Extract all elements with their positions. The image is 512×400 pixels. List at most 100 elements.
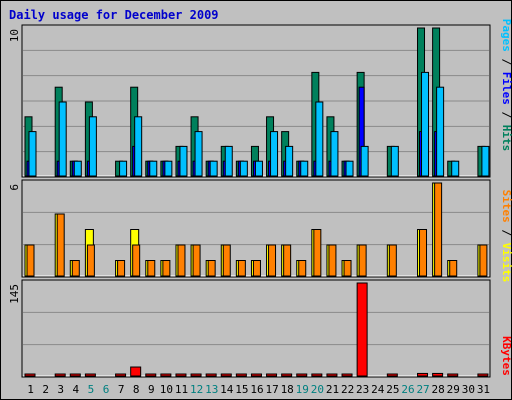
right-legend-kbytes: KBytes — [500, 336, 512, 376]
kbytes-bar — [326, 373, 338, 377]
kbytes-bar — [190, 373, 202, 377]
pages-bar — [360, 145, 369, 177]
sites-bar — [71, 260, 80, 277]
sites-bar — [222, 244, 231, 277]
kbytes-bar — [250, 373, 262, 377]
x-tick-label-day-27: 27 — [416, 383, 429, 396]
kbytes-bar — [69, 373, 81, 377]
pages-bar — [28, 131, 37, 177]
kbytes-bar — [205, 373, 217, 377]
sites-bar — [283, 244, 292, 277]
pages-bar — [315, 101, 324, 177]
x-tick-label-day-30: 30 — [462, 383, 475, 396]
sites-bar — [147, 260, 156, 277]
x-tick-label-day-5: 5 — [88, 383, 95, 396]
right-legend-visits-part: Sites — [500, 190, 512, 223]
sites-bar — [207, 260, 216, 277]
pages-bar — [58, 101, 67, 177]
kbytes-bar — [24, 373, 36, 377]
right-legend-hits-part: Pages — [500, 19, 512, 52]
sites-bar — [117, 260, 126, 277]
pages-bar — [179, 145, 188, 177]
x-tick-label-day-23: 23 — [356, 383, 369, 396]
pages-bar — [254, 160, 263, 177]
x-tick-label-day-31: 31 — [477, 383, 490, 396]
pages-bar — [119, 160, 128, 177]
x-tick-label-day-25: 25 — [386, 383, 399, 396]
pages-bar — [421, 71, 430, 177]
sites-bar — [192, 244, 201, 277]
x-tick-label-day-19: 19 — [296, 383, 309, 396]
x-tick-label-day-16: 16 — [250, 383, 263, 396]
sites-bar — [358, 244, 367, 277]
kbytes-bar — [417, 372, 429, 377]
sites-bar — [56, 213, 65, 277]
x-tick-label-day-8: 8 — [133, 383, 140, 396]
kbytes-bar — [130, 366, 142, 377]
kbytes-bar — [54, 373, 66, 377]
sites-bar — [449, 260, 458, 277]
sites-bar — [237, 260, 246, 277]
sites-bar — [313, 229, 322, 277]
x-tick-label-day-3: 3 — [57, 383, 64, 396]
y-tick-label-2: 145 — [8, 284, 21, 304]
kbytes-bar — [477, 373, 489, 377]
x-tick-label-day-28: 28 — [432, 383, 445, 396]
pages-bar — [270, 131, 279, 177]
pages-bar — [239, 160, 248, 177]
pages-bar — [194, 131, 203, 177]
pages-bar — [224, 145, 233, 177]
kbytes-bar — [145, 373, 157, 377]
sites-bar — [162, 260, 171, 277]
kbytes-bar — [341, 373, 353, 377]
sites-bar — [268, 244, 277, 277]
pages-bar — [149, 160, 158, 177]
sites-bar — [86, 244, 95, 277]
x-tick-label-day-11: 11 — [175, 383, 188, 396]
chart-title: Daily usage for December 2009 — [9, 8, 219, 22]
sites-bar — [132, 244, 141, 277]
x-tick-label-day-15: 15 — [235, 383, 248, 396]
x-tick-label-day-1: 1 — [27, 383, 34, 396]
pages-bar — [164, 160, 173, 177]
kbytes-bar — [220, 373, 232, 377]
sites-bar — [26, 244, 35, 277]
pages-bar — [481, 145, 490, 177]
pages-bar — [390, 145, 399, 177]
x-tick-label-day-6: 6 — [103, 383, 110, 396]
kbytes-bar — [281, 373, 293, 377]
pages-bar — [330, 131, 339, 177]
sites-bar — [479, 244, 488, 277]
x-tick-label-day-17: 17 — [265, 383, 278, 396]
right-legend-visits: Sites / Visits — [500, 190, 512, 283]
x-tick-label-day-10: 10 — [160, 383, 173, 396]
pages-bar — [73, 160, 82, 177]
right-legend-hits-part: Hits — [500, 125, 512, 152]
x-tick-label-day-4: 4 — [73, 383, 80, 396]
sites-bar — [434, 182, 443, 277]
pages-bar — [300, 160, 309, 177]
sites-bar — [298, 260, 307, 277]
pages-bar — [345, 160, 354, 177]
x-tick-label-day-22: 22 — [341, 383, 354, 396]
kbytes-bar — [115, 373, 127, 377]
kbytes-bar — [432, 372, 444, 377]
sites-bar — [252, 260, 261, 277]
x-tick-label-day-29: 29 — [447, 383, 460, 396]
x-tick-label-day-2: 2 — [42, 383, 49, 396]
kbytes-bar — [235, 373, 247, 377]
kbytes-bar — [175, 373, 187, 377]
x-tick-label-day-18: 18 — [281, 383, 294, 396]
x-tick-label-day-24: 24 — [371, 383, 385, 396]
sites-bar — [388, 244, 397, 277]
sites-bar — [328, 244, 337, 277]
kbytes-bar — [311, 373, 323, 377]
pages-bar — [285, 145, 294, 177]
x-tick-label-day-21: 21 — [326, 383, 339, 396]
pages-bar — [436, 86, 445, 177]
right-legend-visits-part: / — [500, 223, 512, 243]
y-tick-label-1: 6 — [8, 184, 21, 191]
kbytes-bar — [386, 373, 398, 377]
x-tick-label-day-13: 13 — [205, 383, 218, 396]
